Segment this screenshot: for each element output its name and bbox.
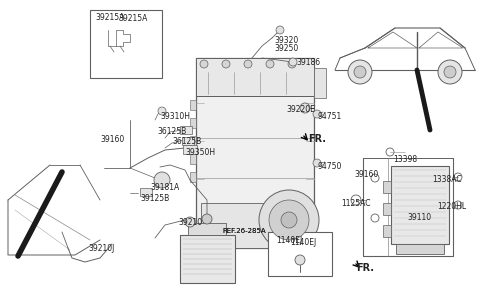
Circle shape <box>259 190 319 250</box>
Circle shape <box>354 66 366 78</box>
Bar <box>188 223 226 235</box>
Circle shape <box>348 60 372 84</box>
Circle shape <box>313 110 321 118</box>
Bar <box>314 68 326 98</box>
Text: 39160: 39160 <box>100 135 124 144</box>
Circle shape <box>454 173 462 181</box>
Circle shape <box>244 60 252 68</box>
Circle shape <box>185 217 195 227</box>
Bar <box>190 172 196 182</box>
Text: 39110: 39110 <box>407 213 431 222</box>
Text: 94750: 94750 <box>318 162 342 171</box>
Circle shape <box>222 60 230 68</box>
Text: 1220HL: 1220HL <box>437 202 466 211</box>
Text: 94751: 94751 <box>318 112 342 121</box>
Bar <box>190 136 196 146</box>
Text: 39310H: 39310H <box>160 112 190 121</box>
Bar <box>391 166 449 244</box>
Bar <box>201 203 309 248</box>
Bar <box>140 188 152 196</box>
Circle shape <box>386 148 394 156</box>
Bar <box>383 225 391 237</box>
Text: 39186: 39186 <box>296 58 320 67</box>
Circle shape <box>300 103 310 113</box>
Text: 1338AC: 1338AC <box>432 175 462 184</box>
Text: 1140EJ: 1140EJ <box>290 238 316 247</box>
Text: 39215A: 39215A <box>118 14 147 23</box>
Text: 36125B: 36125B <box>172 137 201 146</box>
Circle shape <box>351 195 361 205</box>
Circle shape <box>276 26 284 34</box>
Circle shape <box>154 172 170 188</box>
Circle shape <box>269 200 309 240</box>
Circle shape <box>454 201 462 209</box>
Bar <box>396 244 444 254</box>
Text: 39250: 39250 <box>274 44 298 53</box>
Bar <box>196 58 314 248</box>
Circle shape <box>444 66 456 78</box>
Text: FR.: FR. <box>356 263 374 273</box>
Text: 39220E: 39220E <box>286 105 315 114</box>
Circle shape <box>371 174 379 182</box>
Bar <box>383 181 391 193</box>
Text: 39125B: 39125B <box>140 194 169 203</box>
Circle shape <box>281 212 297 228</box>
Text: 13398: 13398 <box>393 155 417 164</box>
Bar <box>268 232 332 276</box>
Circle shape <box>266 60 274 68</box>
Circle shape <box>313 159 321 167</box>
Text: 39215A: 39215A <box>95 13 124 22</box>
Circle shape <box>202 214 212 224</box>
Circle shape <box>289 58 297 66</box>
Text: 39210J: 39210J <box>88 244 114 253</box>
Bar <box>190 154 196 164</box>
Text: REF.26-285A: REF.26-285A <box>222 228 265 234</box>
Text: 39210: 39210 <box>178 218 202 227</box>
Text: 1140EJ: 1140EJ <box>276 236 302 245</box>
Bar <box>180 235 235 283</box>
Circle shape <box>295 255 305 265</box>
Text: 39160: 39160 <box>354 170 378 179</box>
Bar <box>183 145 197 154</box>
Bar <box>383 203 391 215</box>
Circle shape <box>288 60 296 68</box>
Bar <box>190 100 196 110</box>
Bar <box>90 10 162 78</box>
Bar <box>180 126 192 134</box>
Text: REF.26-285A: REF.26-285A <box>222 228 265 234</box>
Bar <box>182 137 194 145</box>
Circle shape <box>371 214 379 222</box>
Text: FR.: FR. <box>308 134 326 144</box>
Text: 39320: 39320 <box>274 36 298 45</box>
Text: 36125B: 36125B <box>157 127 186 136</box>
Circle shape <box>158 107 166 115</box>
Circle shape <box>200 60 208 68</box>
Text: 39181A: 39181A <box>150 183 179 192</box>
Text: 39350H: 39350H <box>185 148 215 157</box>
Bar <box>190 118 196 128</box>
Circle shape <box>438 60 462 84</box>
Bar <box>196 58 314 96</box>
Text: 1125AC: 1125AC <box>341 199 371 208</box>
